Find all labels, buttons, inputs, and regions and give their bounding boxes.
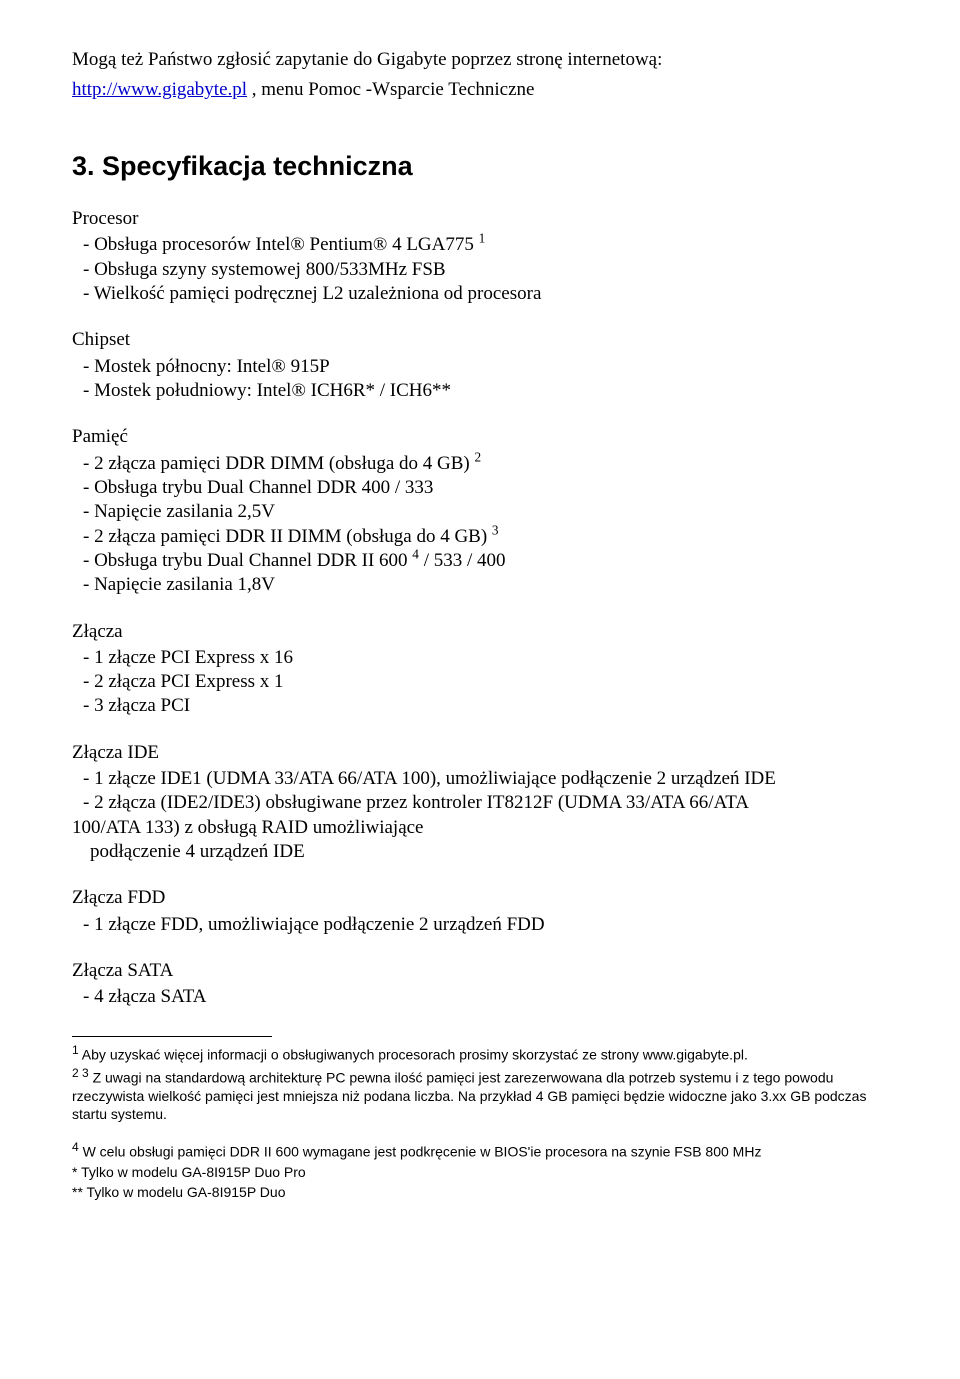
footnote-1: 1 Aby uzyskać więcej informacji o obsług… xyxy=(72,1043,888,1064)
list-item: - 1 złącze IDE1 (UDMA 33/ATA 66/ATA 100)… xyxy=(72,767,888,791)
footnote-star1: * Tylko w modelu GA-8I915P Duo Pro xyxy=(72,1163,888,1181)
head-zlacza-fdd: Złącza FDD xyxy=(72,886,888,910)
head-procesor: Procesor xyxy=(72,207,888,231)
list-item: - Wielkość pamięci podręcznej L2 uzależn… xyxy=(72,282,888,306)
block-chipset: Chipset - Mostek północny: Intel® 915P -… xyxy=(72,328,888,403)
head-chipset: Chipset xyxy=(72,328,888,352)
head-zlacza-ide: Złącza IDE xyxy=(72,741,888,765)
footnote-2-3: 2 3 Z uwagi na standardową architekturę … xyxy=(72,1066,888,1124)
list-item: - 1 złącze FDD, umożliwiające podłączeni… xyxy=(72,913,888,937)
footnote-separator xyxy=(72,1036,272,1037)
intro-line-1: Mogą też Państwo zgłosić zapytanie do Gi… xyxy=(72,48,888,72)
footnotes: 1 Aby uzyskać więcej informacji o obsług… xyxy=(72,1043,888,1202)
list-item: - 3 złącza PCI xyxy=(72,694,888,718)
list-item: - 2 złącza pamięci DDR DIMM (obsługa do … xyxy=(72,452,888,476)
section-title: 3. Specyfikacja techniczna xyxy=(72,149,888,184)
block-zlacza: Złącza - 1 złącze PCI Express x 16 - 2 z… xyxy=(72,620,888,719)
list-item-wrap: 100/ATA 133) z obsługą RAID umożliwiając… xyxy=(72,816,888,840)
list-item: - Obsługa procesorów Intel® Pentium® 4 L… xyxy=(72,233,888,257)
head-pamiec: Pamięć xyxy=(72,425,888,449)
list-item-wrap: podłączenie 4 urządzeń IDE xyxy=(72,840,888,864)
list-item: - Mostek południowy: Intel® ICH6R* / ICH… xyxy=(72,379,888,403)
block-procesor: Procesor - Obsługa procesorów Intel® Pen… xyxy=(72,207,888,306)
block-pamiec: Pamięć - 2 złącza pamięci DDR DIMM (obsł… xyxy=(72,425,888,597)
list-item: - Napięcie zasilania 2,5V xyxy=(72,500,888,524)
list-item: - 2 złącza pamięci DDR II DIMM (obsługa … xyxy=(72,525,888,549)
list-item: - 1 złącze PCI Express x 16 xyxy=(72,646,888,670)
list-item: - 4 złącza SATA xyxy=(72,985,888,1009)
footnote-star2: ** Tylko w modelu GA-8I915P Duo xyxy=(72,1183,888,1201)
footnote-4: 4 W celu obsługi pamięci DDR II 600 wyma… xyxy=(72,1140,888,1161)
block-zlacza-sata: Złącza SATA - 4 złącza SATA xyxy=(72,959,888,1010)
gigabyte-link[interactable]: http://www.gigabyte.pl xyxy=(72,79,247,100)
head-zlacza: Złącza xyxy=(72,620,888,644)
list-item: - Napięcie zasilania 1,8V xyxy=(72,573,888,597)
head-zlacza-sata: Złącza SATA xyxy=(72,959,888,983)
list-item: - 2 złącza (IDE2/IDE3) obsługiwane przez… xyxy=(72,791,888,815)
block-zlacza-ide: Złącza IDE - 1 złącze IDE1 (UDMA 33/ATA … xyxy=(72,741,888,865)
list-item: - Obsługa trybu Dual Channel DDR 400 / 3… xyxy=(72,476,888,500)
intro-line-2: http://www.gigabyte.pl , menu Pomoc -Wsp… xyxy=(72,78,888,102)
block-zlacza-fdd: Złącza FDD - 1 złącze FDD, umożliwiające… xyxy=(72,886,888,937)
intro-after-link: , menu Pomoc -Wsparcie Techniczne xyxy=(247,79,534,100)
list-item: - Obsługa szyny systemowej 800/533MHz FS… xyxy=(72,258,888,282)
list-item: - 2 złącza PCI Express x 1 xyxy=(72,670,888,694)
list-item: - Obsługa trybu Dual Channel DDR II 600 … xyxy=(72,549,888,573)
list-item: - Mostek północny: Intel® 915P xyxy=(72,355,888,379)
